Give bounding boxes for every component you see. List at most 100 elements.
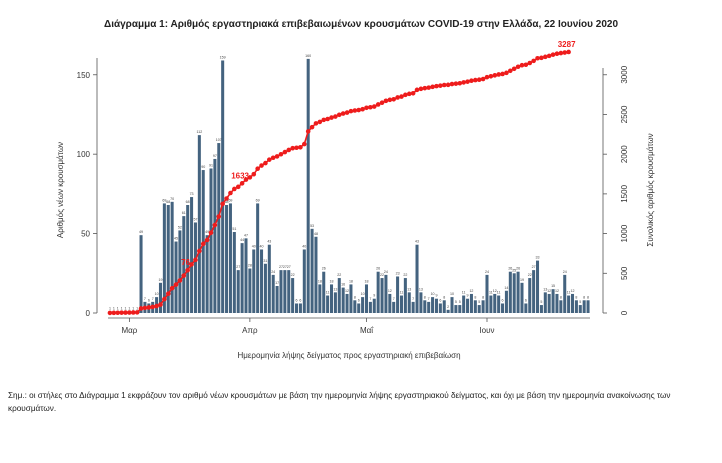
bar bbox=[582, 300, 586, 313]
bar-value-label: 1 bbox=[128, 306, 130, 310]
cumulative-point bbox=[278, 151, 284, 157]
bar-value-label: 12 bbox=[345, 289, 349, 293]
cumulative-point bbox=[146, 305, 152, 310]
cumulative-annotations: 76 1633 3287 bbox=[181, 40, 576, 267]
bar-value-label: 13 bbox=[333, 287, 337, 291]
bar-value-label: 70 bbox=[170, 197, 174, 201]
bar-value-label: 1 bbox=[113, 306, 115, 310]
bar bbox=[450, 297, 454, 313]
bar bbox=[244, 238, 248, 313]
bar bbox=[271, 274, 275, 313]
bar-value-label: 12 bbox=[388, 289, 392, 293]
bar-value-label: 22 bbox=[337, 273, 341, 277]
bar bbox=[539, 305, 543, 313]
cumulative-point bbox=[286, 147, 292, 153]
bar-value-label: 43 bbox=[415, 240, 419, 244]
y-tick-label: 100 bbox=[77, 150, 91, 159]
bar-value-label: 6 bbox=[299, 298, 301, 302]
bar bbox=[376, 271, 380, 313]
bar bbox=[166, 205, 170, 313]
bar bbox=[361, 297, 365, 313]
bar-value-label: 24 bbox=[271, 270, 275, 274]
cumulative-point bbox=[263, 160, 268, 166]
cumulative-point bbox=[352, 108, 358, 113]
cumulative-point bbox=[177, 278, 183, 283]
bar-value-label: 27 bbox=[283, 265, 287, 269]
bar-value-label: 5 bbox=[459, 300, 461, 304]
cumulative-point bbox=[434, 83, 439, 89]
bar-value-label: 7 bbox=[144, 297, 146, 301]
bar-value-label: 6 bbox=[525, 298, 527, 302]
cumulative-point bbox=[523, 62, 529, 68]
cumulative-point bbox=[220, 201, 225, 207]
bar bbox=[567, 295, 571, 313]
cumulative-point bbox=[228, 190, 233, 196]
bar-value-label: 1 bbox=[136, 306, 138, 310]
bar bbox=[528, 278, 532, 313]
bar-value-label: 18 bbox=[364, 279, 368, 283]
bar-value-label: 12 bbox=[547, 289, 551, 293]
x-tick-label: Απρ bbox=[242, 326, 258, 335]
cumulative-point bbox=[426, 85, 431, 90]
bar bbox=[532, 270, 536, 313]
bar-value-label: 10 bbox=[431, 292, 435, 296]
bar bbox=[555, 293, 559, 313]
cumulative-point bbox=[399, 94, 404, 99]
cumulative-point bbox=[453, 81, 459, 86]
bar-value-label: 19 bbox=[158, 278, 162, 282]
cumulative-point bbox=[200, 241, 206, 247]
bar-value-label: 2 bbox=[447, 305, 449, 309]
bar bbox=[298, 303, 302, 313]
y-axis-label: Αριθμός νέων κρουσμάτων bbox=[56, 142, 65, 238]
bar-value-label: 11 bbox=[489, 291, 493, 295]
bar-value-label: 12 bbox=[469, 289, 473, 293]
bar-value-label: 7 bbox=[152, 297, 154, 301]
bar-value-label: 15 bbox=[551, 284, 555, 288]
bar-value-label: 11 bbox=[462, 291, 466, 295]
y2-axis-label: Συνολικός αριθμός κρουσμάτων bbox=[646, 133, 655, 246]
bar-value-label: 73 bbox=[190, 192, 194, 196]
bar bbox=[357, 303, 361, 313]
cumulative-point bbox=[546, 53, 552, 59]
cumulative-point bbox=[340, 111, 346, 116]
cumulative-point bbox=[216, 214, 222, 219]
bar bbox=[497, 295, 501, 313]
cumulative-point bbox=[267, 157, 272, 162]
bar-value-label: 49 bbox=[205, 230, 209, 234]
bar-value-label: 7 bbox=[428, 297, 430, 301]
cumulative-annotation: 1633 bbox=[231, 171, 249, 180]
bar-value-label: 13 bbox=[419, 287, 423, 291]
bar-value-label: 6 bbox=[296, 298, 298, 302]
bar bbox=[454, 305, 458, 313]
cumulative-point bbox=[430, 84, 435, 90]
bar-value-label: 12 bbox=[571, 289, 575, 293]
bar-value-label: 9 bbox=[373, 294, 375, 298]
bar bbox=[536, 260, 540, 313]
cumulative-point bbox=[119, 310, 124, 315]
cumulative-point bbox=[259, 163, 264, 168]
y-tick-label: 50 bbox=[81, 230, 90, 239]
bar bbox=[446, 309, 450, 313]
bar-value-label: 7 bbox=[393, 297, 395, 301]
cumulative-point bbox=[123, 310, 128, 315]
bar bbox=[158, 282, 162, 313]
bar bbox=[232, 232, 236, 313]
bar bbox=[551, 289, 555, 313]
bar bbox=[329, 284, 334, 313]
bar bbox=[501, 303, 505, 313]
bar-value-label: 16 bbox=[341, 283, 345, 287]
bar-value-label: 7 bbox=[412, 297, 414, 301]
y2-tick-label: 500 bbox=[620, 266, 629, 280]
cumulative-point bbox=[173, 282, 179, 287]
bar-value-label: 68 bbox=[186, 200, 190, 204]
bar bbox=[267, 244, 271, 313]
bar-value-label: 61 bbox=[182, 211, 186, 215]
cumulative-point bbox=[395, 95, 400, 100]
cumulative-point bbox=[488, 73, 494, 79]
cumulative-point bbox=[294, 145, 299, 151]
cumulative-point bbox=[235, 184, 241, 190]
bar bbox=[162, 203, 166, 313]
bar-value-label: 1 bbox=[132, 306, 134, 310]
bar bbox=[477, 305, 481, 313]
